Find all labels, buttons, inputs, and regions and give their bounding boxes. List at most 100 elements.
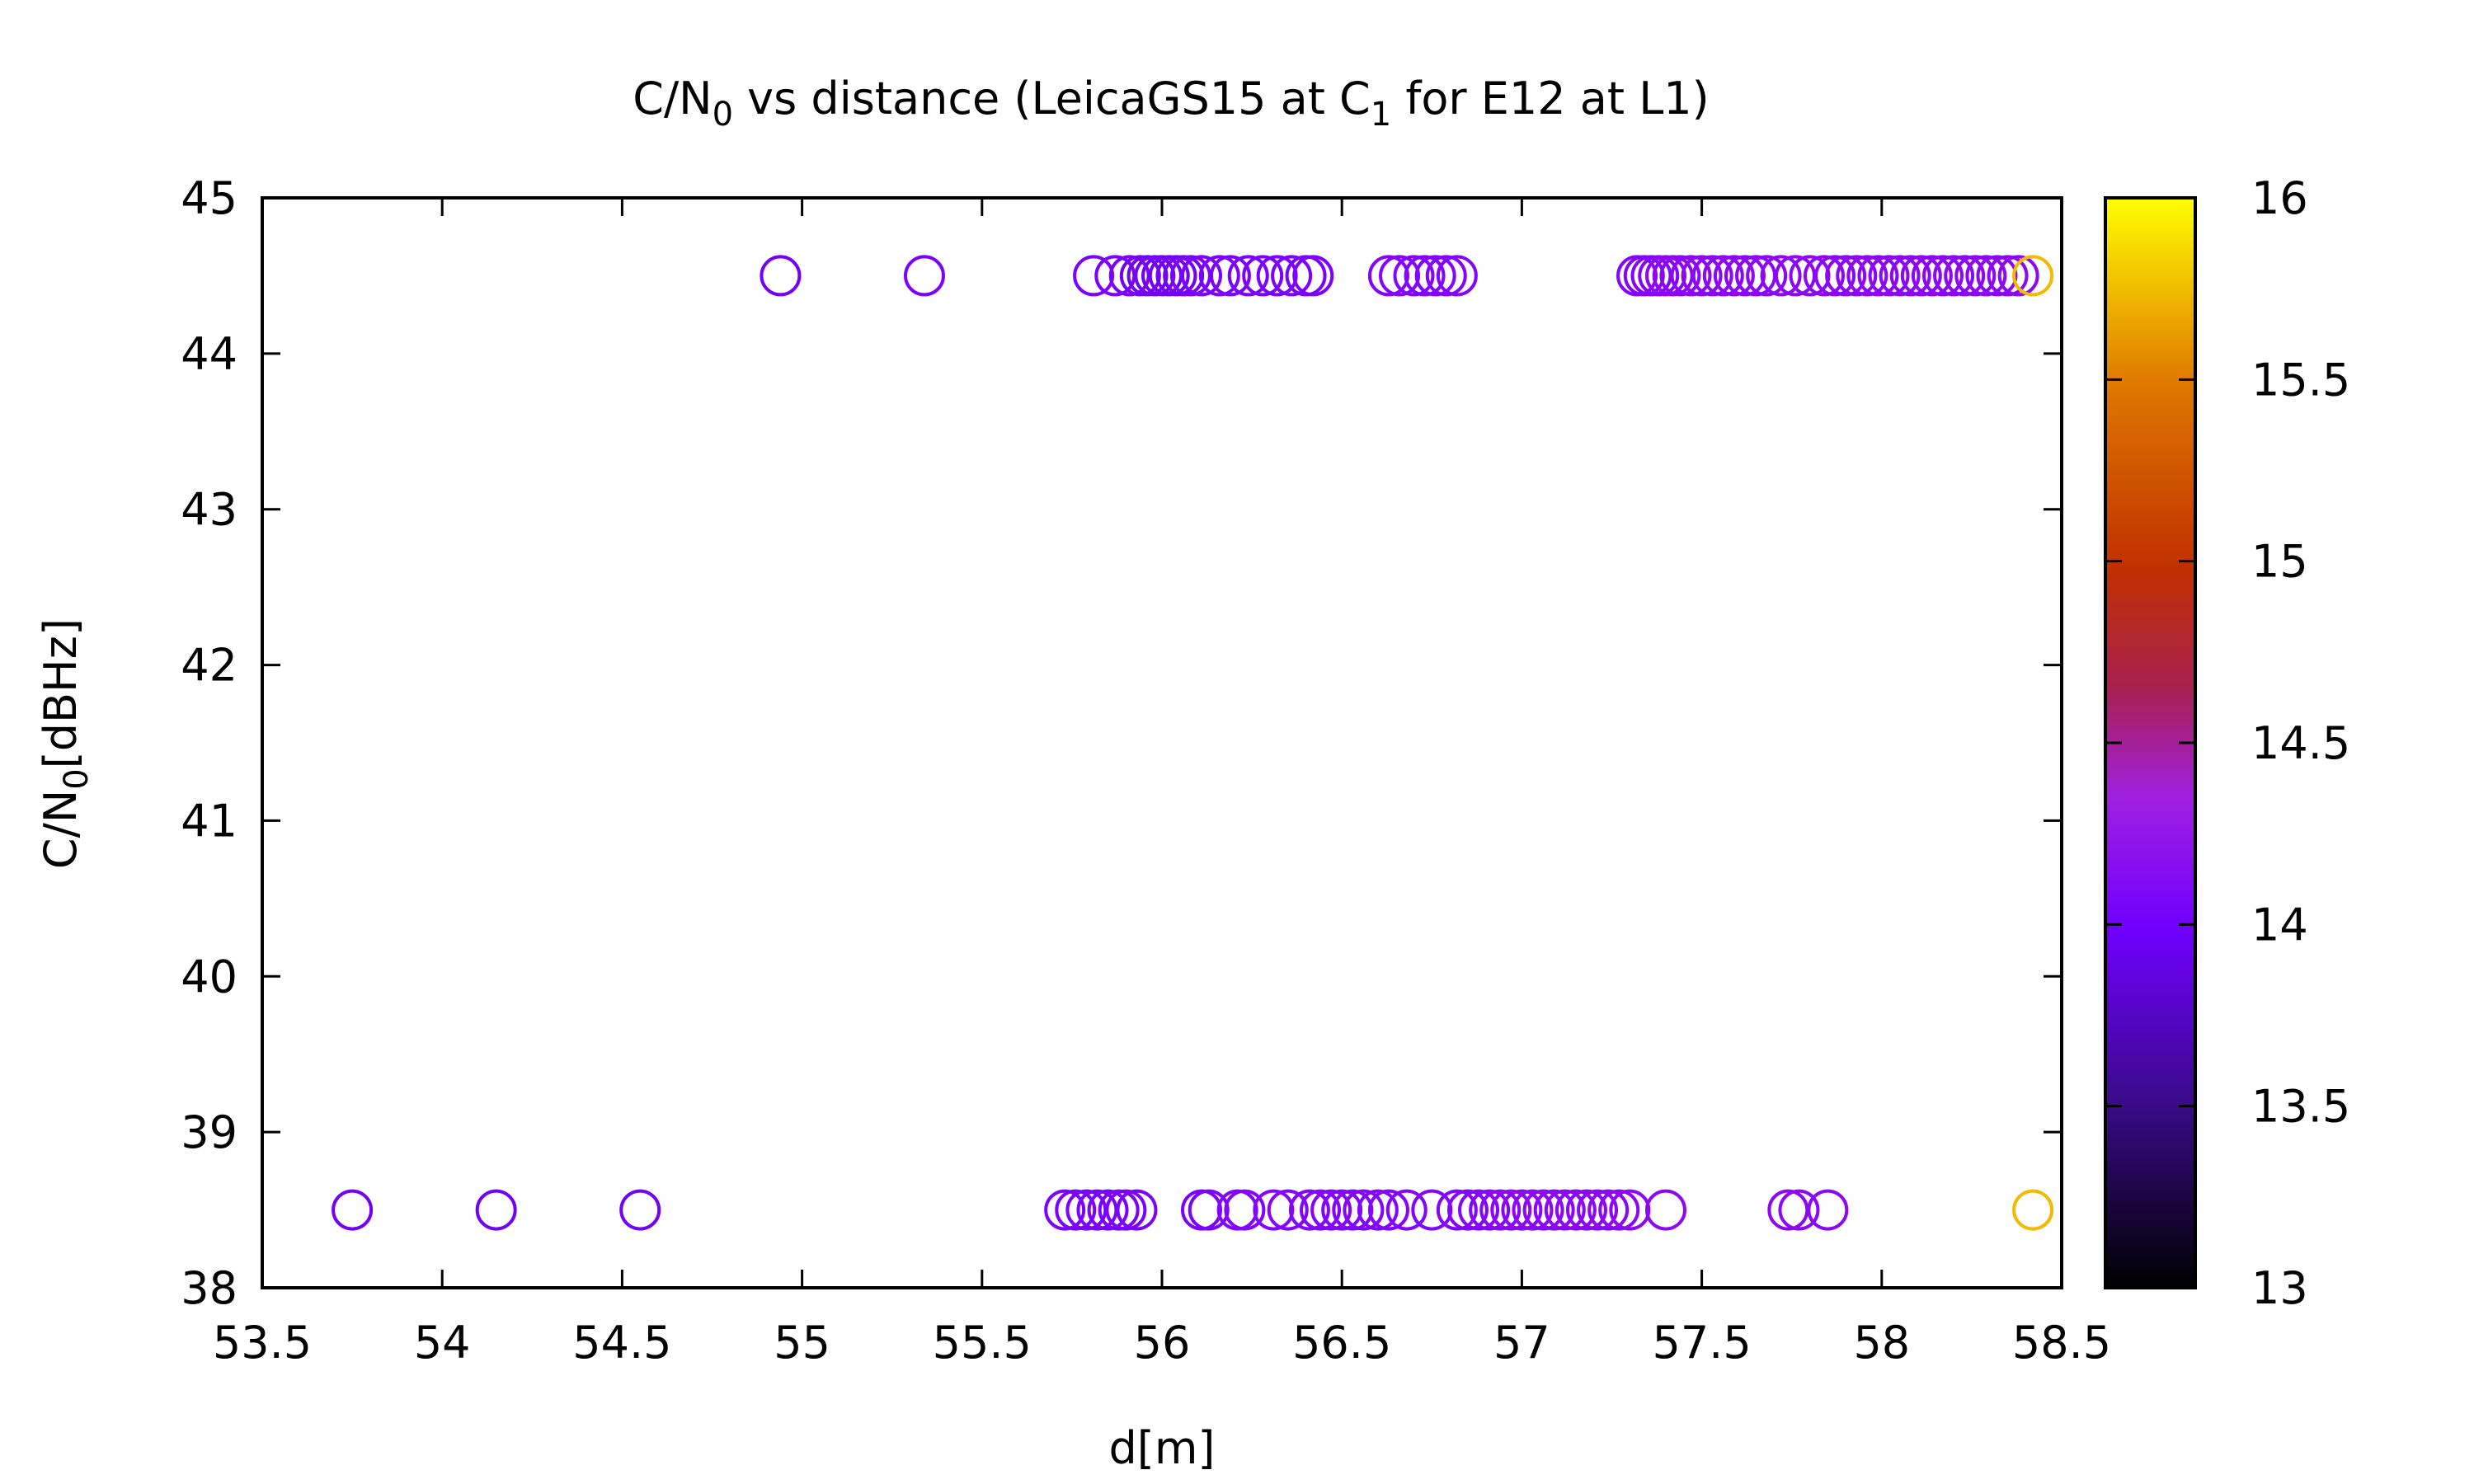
- data-point: [1479, 1189, 1522, 1231]
- data-point: [1825, 255, 1867, 297]
- data-point: [1778, 1189, 1820, 1231]
- data-point: [1425, 255, 1467, 297]
- colorbar-tick-label: 14.5: [2251, 717, 2350, 769]
- data-point: [1609, 1189, 1651, 1231]
- data-point: [1055, 1189, 1097, 1231]
- data-point: [619, 1189, 661, 1231]
- y-tick-label: 45: [181, 172, 238, 224]
- data-point: [1857, 255, 1899, 297]
- data-point: [1512, 1189, 1554, 1231]
- y-tick-label: 39: [181, 1106, 238, 1158]
- x-tick-label: 55: [774, 1317, 830, 1369]
- x-tick-label: 57.5: [1652, 1317, 1751, 1369]
- data-point: [1944, 255, 1986, 297]
- data-point: [1814, 255, 1856, 297]
- colorbar-tick-label: 15: [2251, 536, 2308, 588]
- data-point: [1803, 255, 1845, 297]
- data-point: [1644, 1189, 1686, 1231]
- data-point: [2012, 255, 2054, 297]
- data-point: [1198, 255, 1240, 297]
- data-point: [1900, 255, 1942, 297]
- data-point: [1879, 255, 1921, 297]
- data-point: [1076, 1189, 1118, 1231]
- data-point: [760, 255, 802, 297]
- colorbar-tick-label: 16: [2251, 172, 2308, 224]
- colorbar-tick-label: 13.5: [2251, 1081, 2350, 1133]
- data-point: [1868, 255, 1910, 297]
- data-point: [1681, 255, 1723, 297]
- data-point: [1911, 255, 1953, 297]
- data-point: [1087, 1189, 1129, 1231]
- data-point: [1691, 255, 1733, 297]
- data-point: [1446, 1189, 1489, 1231]
- data-point: [475, 1189, 517, 1231]
- data-point: [1436, 1189, 1478, 1231]
- data-point: [1670, 255, 1712, 297]
- data-point: [1343, 1189, 1385, 1231]
- data-point: [903, 255, 945, 297]
- data-point: [1242, 255, 1284, 297]
- data-point: [1921, 255, 1964, 297]
- data-point: [1577, 1189, 1619, 1231]
- data-point: [1357, 1189, 1399, 1231]
- data-point: [1767, 1189, 1809, 1231]
- x-tick-label: 54.5: [572, 1317, 671, 1369]
- data-point: [1598, 1189, 1640, 1231]
- data-point: [1379, 255, 1421, 297]
- data-point: [1933, 255, 1975, 297]
- data-point: [1300, 1189, 1342, 1231]
- data-point: [1807, 1189, 1849, 1231]
- data-point: [1458, 1189, 1500, 1231]
- data-point: [1724, 255, 1766, 297]
- x-tick-label: 54: [414, 1317, 471, 1369]
- data-point: [1490, 1189, 1532, 1231]
- colorbar-tick-label: 14: [2251, 899, 2308, 951]
- data-point: [332, 1189, 374, 1231]
- data-point: [1775, 255, 1817, 297]
- data-point: [1367, 255, 1409, 297]
- data-point: [1411, 1189, 1453, 1231]
- x-axis: 53.5 54 54.5 55 55.5 56 56.5 57 57.5 58 58.5: [213, 198, 2111, 1369]
- y-axis-label: C/N0[dBHz]: [35, 618, 96, 869]
- colorbar-tick-label: 15.5: [2251, 354, 2350, 406]
- data-point: [1554, 1189, 1597, 1231]
- data-point: [1094, 255, 1136, 297]
- data-point: [1292, 255, 1334, 297]
- data-point: [1105, 1189, 1147, 1231]
- data-point: [1256, 255, 1298, 297]
- data-point: [1735, 255, 1777, 297]
- data-point: [1987, 255, 2029, 297]
- x-axis-label: d[m]: [1108, 1422, 1215, 1474]
- data-point: [1976, 255, 2018, 297]
- data-point: [1436, 255, 1478, 297]
- data-point: [1760, 255, 1802, 297]
- data-point: [1188, 1189, 1230, 1231]
- data-point: [1227, 255, 1269, 297]
- colorbar-tick-label: 13: [2251, 1262, 2308, 1314]
- x-tick-label: 56: [1134, 1317, 1191, 1369]
- data-point: [1846, 255, 1888, 297]
- data-point: [1267, 1189, 1309, 1231]
- y-tick-label: 38: [181, 1262, 238, 1314]
- data-point: [1065, 1189, 1108, 1231]
- data-point: [1288, 1189, 1330, 1231]
- x-tick-label: 53.5: [213, 1317, 312, 1369]
- data-point: [1954, 255, 1997, 297]
- data-point: [1253, 1189, 1295, 1231]
- data-point: [1224, 1189, 1266, 1231]
- data-point: [1271, 255, 1313, 297]
- data-point: [1108, 255, 1150, 297]
- data-point: [1997, 255, 2039, 297]
- chart-title: C/N0 vs distance (LeicaGS15 at C1 for E1…: [633, 73, 1709, 134]
- data-point: [1702, 255, 1744, 297]
- x-tick-label: 55.5: [933, 1317, 1032, 1369]
- plot-area-frame: [261, 196, 2063, 1289]
- data-point: [2012, 1189, 2054, 1231]
- data-point: [1209, 255, 1251, 297]
- data-point: [1073, 255, 1115, 297]
- data-point: [1044, 1189, 1086, 1231]
- data-point: [1713, 255, 1755, 297]
- y-tick-label: 40: [181, 951, 238, 1003]
- data-point: [1965, 255, 2007, 297]
